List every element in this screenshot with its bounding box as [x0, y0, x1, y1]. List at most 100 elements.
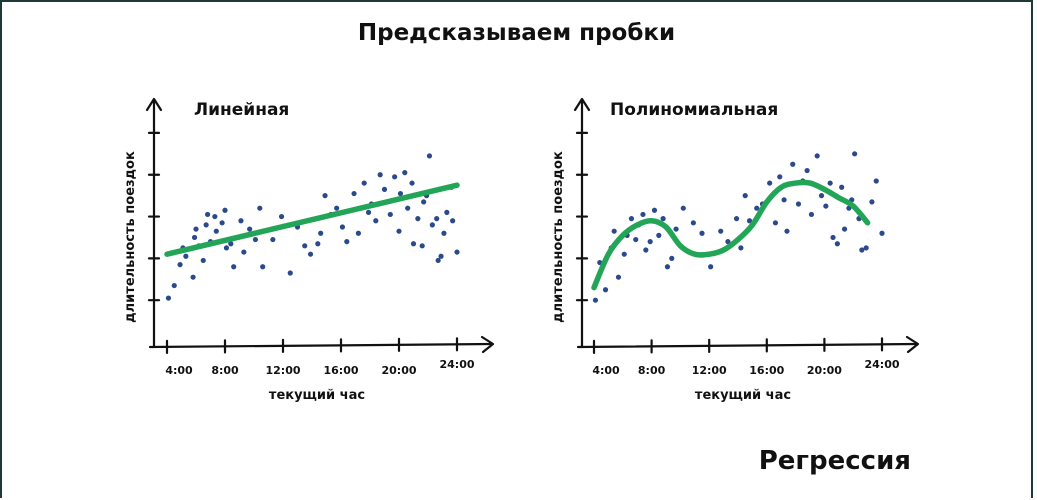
scatter-point	[397, 190, 404, 197]
scatter-point	[381, 186, 388, 192]
scatter-point	[777, 174, 783, 180]
scatter-point	[171, 282, 177, 289]
x-tick-label: 20:00	[807, 364, 842, 377]
scatter-point	[781, 197, 787, 203]
scatter-point	[680, 205, 686, 211]
scatter-point	[307, 251, 314, 257]
x-axis-arrow	[480, 335, 495, 354]
x-axis-arrow	[905, 335, 920, 354]
scatter-point	[396, 228, 402, 234]
scatter-point	[287, 270, 293, 276]
x-tick-label: 12:00	[265, 364, 300, 377]
scatter-point	[193, 226, 199, 232]
scatter-point	[402, 170, 408, 176]
scatter-point	[165, 295, 172, 301]
scatter-point	[318, 230, 324, 236]
x-tick-label: 20:00	[381, 364, 416, 377]
scatter-point	[742, 193, 748, 199]
scatter-point	[643, 247, 649, 253]
scatter-point	[415, 216, 421, 222]
scatter-point	[392, 174, 398, 180]
scatter-point	[592, 297, 599, 303]
scatter-point	[827, 180, 833, 186]
x-tick-label: 16:00	[749, 364, 784, 377]
scatter-point	[434, 216, 440, 222]
scatter-point	[784, 228, 790, 234]
scatter-point	[419, 243, 425, 249]
scatter-point	[718, 228, 724, 234]
scatter-point	[772, 220, 779, 226]
x-axis-label: текущий час	[695, 388, 791, 403]
scatter-point	[200, 257, 206, 264]
scatter-point	[859, 247, 865, 253]
x-tick-label: 24:00	[439, 358, 474, 371]
scatter-point	[421, 199, 427, 205]
scatter-point	[405, 205, 411, 211]
scatter-point	[708, 264, 714, 270]
scatter-point	[278, 213, 285, 220]
scatter-point	[373, 218, 379, 224]
scatter-point	[361, 180, 367, 186]
scatter-point	[767, 180, 773, 186]
scatter-point	[223, 245, 230, 251]
scatter-point	[879, 230, 885, 236]
scatter-point	[377, 172, 383, 178]
scatter-point	[738, 245, 744, 251]
scatter-point	[733, 216, 740, 222]
scatter-point	[444, 209, 450, 215]
x-axis	[148, 342, 494, 349]
scatter-point	[818, 193, 825, 199]
scatter-point	[365, 209, 372, 215]
x-axis	[576, 342, 919, 349]
scatter-point	[438, 253, 444, 259]
scatter-point	[228, 241, 234, 247]
scatter-point	[690, 220, 696, 226]
scatter-point	[651, 207, 658, 213]
x-tick-label: 4:00	[165, 364, 193, 377]
scatter-point	[429, 222, 435, 228]
scatter-point	[252, 236, 259, 243]
scatter-point	[615, 274, 622, 280]
x-tick-label: 8:00	[211, 364, 239, 377]
scatter-point	[841, 226, 848, 232]
scatter-point	[410, 241, 417, 247]
page-title: Предсказываем пробки	[357, 20, 676, 46]
x-tick-label: 4:00	[592, 364, 620, 377]
scatter-point	[640, 211, 646, 218]
scatter-point	[660, 216, 666, 222]
x-tick-label: 8:00	[638, 364, 666, 377]
scatter-point	[241, 249, 247, 255]
linear-fit-line	[164, 182, 460, 257]
scatter-point	[628, 216, 635, 222]
scatter-point	[602, 287, 609, 293]
scatter-point	[852, 151, 858, 157]
scatter-point	[315, 241, 321, 247]
scatter-point	[212, 213, 218, 220]
scatter-point	[435, 257, 441, 264]
scatter-point	[804, 167, 810, 174]
scatter-point	[754, 205, 760, 211]
scatter-point	[834, 241, 840, 247]
scatter-point	[190, 274, 196, 280]
scatter-point	[454, 249, 460, 255]
scatter-point	[339, 224, 346, 230]
scatter-point	[213, 228, 219, 234]
scatter-point	[247, 226, 253, 232]
scatter-point	[790, 161, 796, 167]
scatter-point	[426, 153, 433, 159]
x-tick-label: 16:00	[323, 364, 358, 377]
scatter-point	[669, 255, 675, 261]
scatter-point	[257, 205, 263, 211]
scatter-point	[725, 239, 731, 245]
scatter-point	[814, 153, 820, 159]
scatter-point	[664, 264, 671, 270]
scatter-point	[219, 220, 225, 226]
scatter-point	[633, 236, 639, 243]
scatter-point	[222, 207, 228, 213]
scatter-point	[621, 251, 627, 257]
scatter-point	[656, 232, 662, 238]
chart-title: Полиномиальная	[610, 100, 778, 120]
